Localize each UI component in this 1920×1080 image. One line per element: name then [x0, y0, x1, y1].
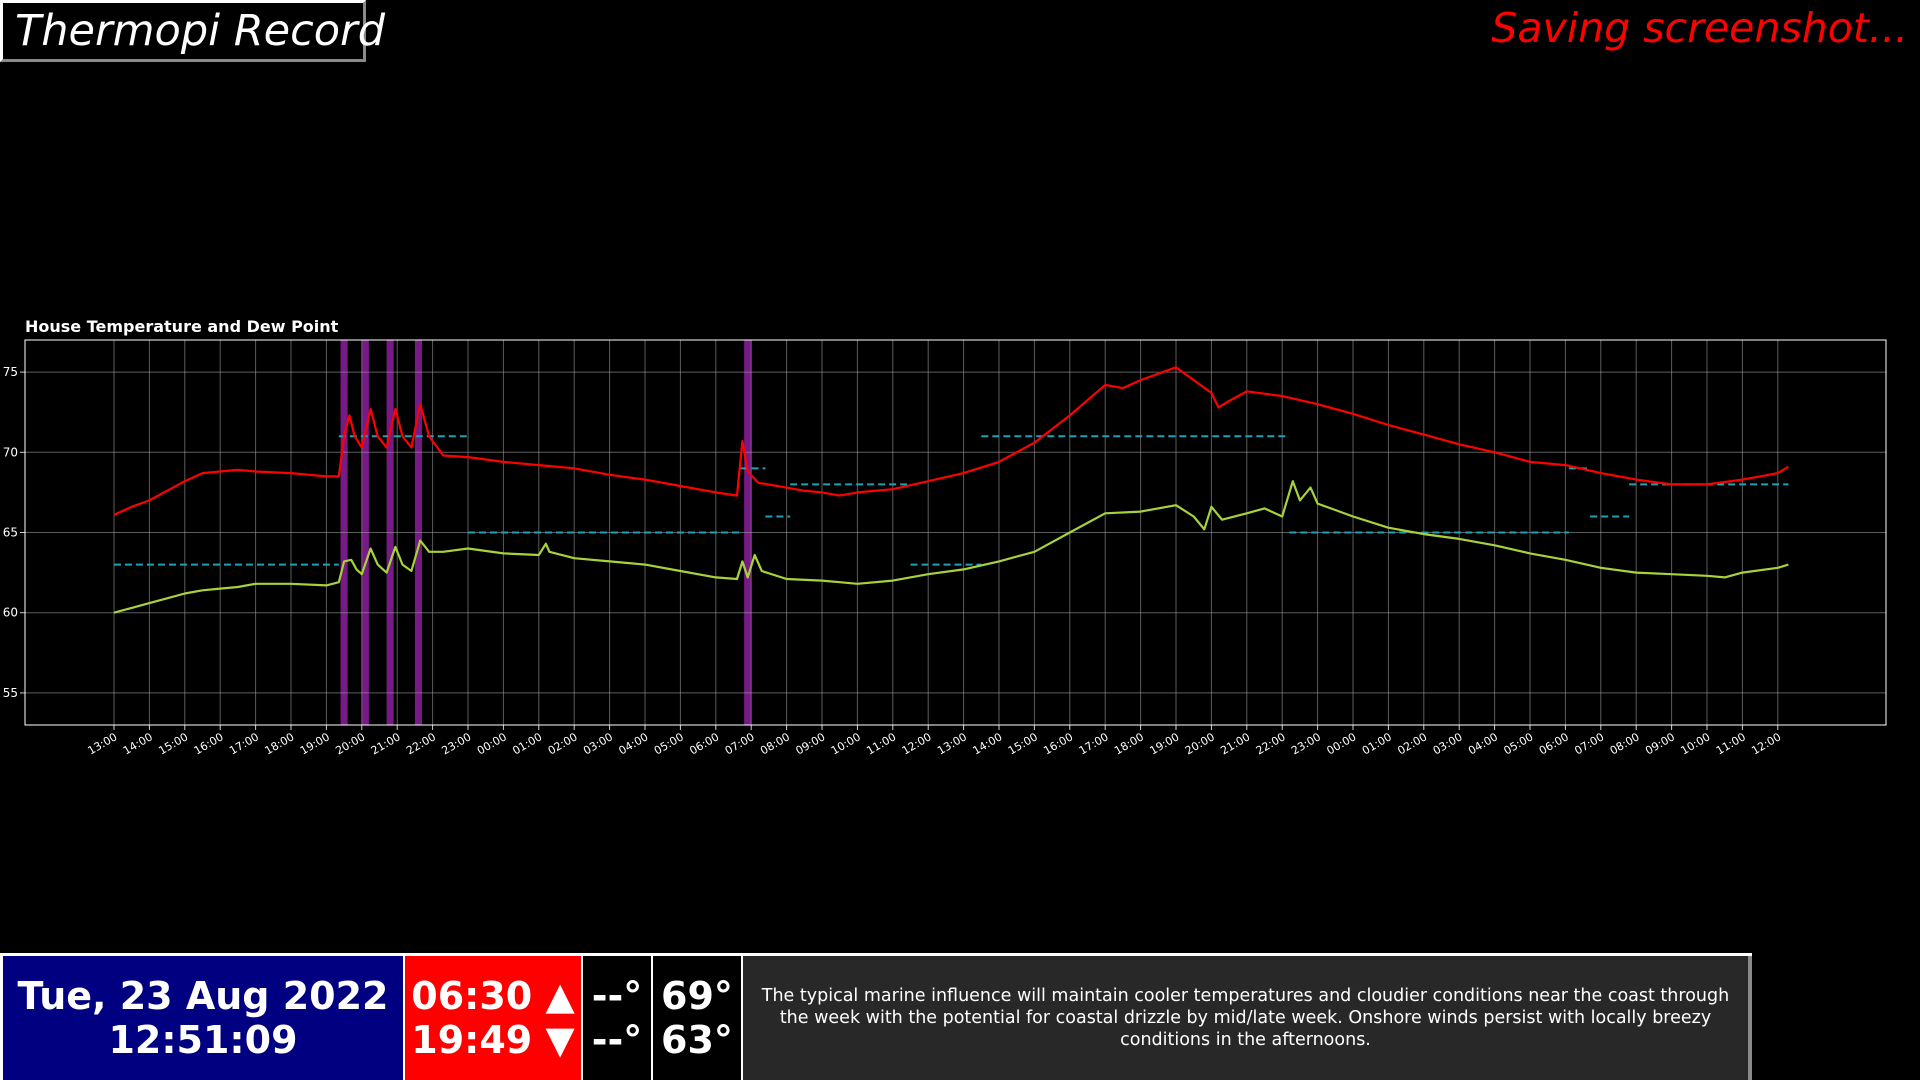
- x-tick-label: 04:00: [617, 730, 651, 757]
- x-tick-label: 07:00: [723, 730, 757, 757]
- x-tick-label: 13:00: [86, 730, 120, 757]
- x-tick-label: 00:00: [1325, 730, 1359, 757]
- forecast-text: The typical marine influence will mainta…: [761, 986, 1730, 1050]
- x-tick-label: 14:00: [121, 730, 155, 757]
- current-date: Tue, 23 Aug 2022: [17, 974, 389, 1018]
- x-tick-label: 23:00: [1289, 730, 1323, 757]
- sun-times-panel: 06:30 ▲ 19:49 ▼: [405, 956, 581, 1080]
- outdoor-low: --°: [591, 1018, 643, 1062]
- x-tick-label: 10:00: [829, 730, 863, 757]
- x-tick-label: 04:00: [1466, 730, 1500, 757]
- x-tick-label: 10:00: [1679, 730, 1713, 757]
- y-tick-label: 70: [3, 445, 18, 459]
- indoor-low: 63°: [661, 1018, 733, 1062]
- x-tick-label: 03:00: [581, 730, 615, 757]
- x-tick-label: 06:00: [1537, 730, 1571, 757]
- x-tick-label: 21:00: [369, 730, 403, 757]
- temperature-series-line: [113, 366, 1789, 516]
- x-tick-label: 14:00: [971, 730, 1005, 757]
- indoor-temp-panel: 69° 63°: [653, 956, 741, 1080]
- outdoor-high: --°: [591, 974, 643, 1018]
- y-tick-label: 55: [3, 686, 18, 700]
- x-tick-label: 11:00: [864, 730, 898, 757]
- indoor-high: 69°: [661, 974, 733, 1018]
- x-tick-label: 12:00: [900, 730, 934, 757]
- outdoor-temp-panel: --° --°: [583, 956, 651, 1080]
- plot-frame: [24, 339, 1887, 726]
- status-message: Saving screenshot...: [1491, 4, 1908, 52]
- x-tick-label: 09:00: [1643, 730, 1677, 757]
- x-tick-label: 17:00: [227, 730, 261, 757]
- x-tick-label: 01:00: [510, 730, 544, 757]
- x-tick-label: 16:00: [192, 730, 226, 757]
- x-tick-label: 19:00: [298, 730, 332, 757]
- dewpoint-series-line: [113, 480, 1789, 614]
- x-tick-label: 15:00: [156, 730, 190, 757]
- current-time: 12:51:09: [108, 1018, 298, 1062]
- x-tick-label: 21:00: [1218, 730, 1252, 757]
- forecast-panel: The typical marine influence will mainta…: [743, 956, 1752, 1080]
- x-tick-label: 20:00: [1183, 730, 1217, 757]
- x-tick-label: 03:00: [1431, 730, 1465, 757]
- x-tick-label: 20:00: [333, 730, 367, 757]
- bottom-status-bar: Tue, 23 Aug 2022 12:51:09 06:30 ▲ 19:49 …: [0, 953, 1752, 1080]
- x-tick-label: 13:00: [935, 730, 969, 757]
- temperature-chart: 13:00 14:00 15:00 16:00 17:00 18:00 19:00 20:00…: [3, 339, 1887, 757]
- x-tick-label: 09:00: [794, 730, 828, 757]
- x-tick-label: 15:00: [1006, 730, 1040, 757]
- x-tick-label: 07:00: [1572, 730, 1606, 757]
- x-tick-label: 12:00: [1749, 730, 1783, 757]
- x-tick-label: 08:00: [1608, 730, 1642, 757]
- x-tick-label: 05:00: [652, 730, 686, 757]
- x-tick-label: 00:00: [475, 730, 509, 757]
- date-time-panel: Tue, 23 Aug 2022 12:51:09: [3, 956, 403, 1080]
- x-tick-label: 11:00: [1714, 730, 1748, 757]
- y-tick-label: 75: [3, 365, 18, 379]
- y-tick-label: 60: [3, 606, 18, 620]
- y-tick-label: 65: [3, 526, 18, 540]
- x-tick-label: 18:00: [263, 730, 297, 757]
- x-tick-label: 08:00: [758, 730, 792, 757]
- x-tick-label: 17:00: [1077, 730, 1111, 757]
- x-tick-label: 01:00: [1360, 730, 1394, 757]
- x-tick-label: 18:00: [1112, 730, 1146, 757]
- x-tick-label: 22:00: [1254, 730, 1288, 757]
- sunrise-time: 06:30 ▲: [411, 974, 575, 1018]
- x-tick-label: 05:00: [1502, 730, 1536, 757]
- x-tick-label: 06:00: [687, 730, 721, 757]
- app-title: Thermopi Record: [0, 0, 385, 62]
- x-tick-label: 02:00: [1395, 730, 1429, 757]
- sunset-time: 19:49 ▼: [411, 1018, 575, 1062]
- x-tick-label: 02:00: [546, 730, 580, 757]
- x-tick-label: 22:00: [404, 730, 438, 757]
- x-tick-label: 23:00: [440, 730, 474, 757]
- x-tick-label: 19:00: [1148, 730, 1182, 757]
- x-tick-label: 16:00: [1041, 730, 1075, 757]
- chart-title: House Temperature and Dew Point: [25, 317, 339, 336]
